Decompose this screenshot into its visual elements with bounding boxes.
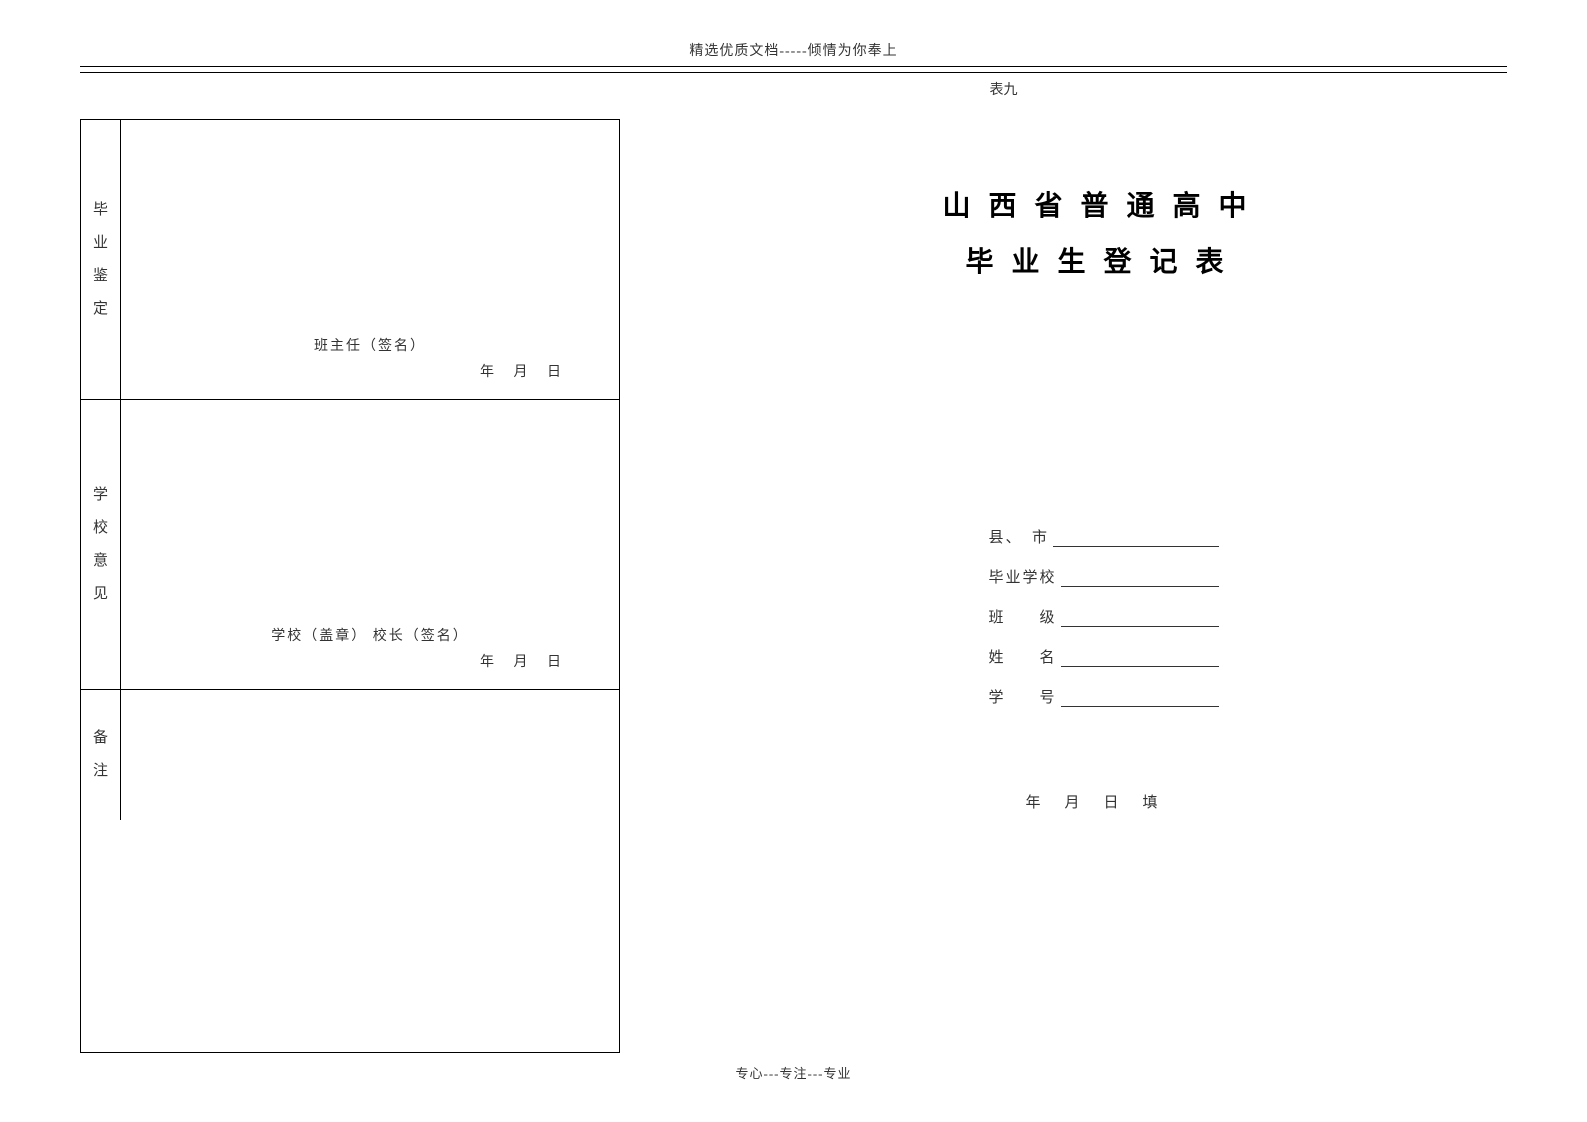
table-label: 表九	[500, 79, 1507, 99]
field-label-school: 毕业学校	[989, 566, 1057, 587]
field-underline[interactable]	[1061, 689, 1219, 707]
field-label-id: 学 号	[989, 686, 1057, 707]
title-line1: 山西省普通高中	[942, 179, 1264, 235]
info-fields: 县、 市 毕业学校 班 级 姓 名 学 号	[989, 521, 1219, 721]
field-underline[interactable]	[1061, 569, 1219, 587]
table-row-school: 学 校 意 见 学校（盖章） 校长（签名） 年 月 日	[81, 400, 619, 690]
date-line-school: 年 月 日	[151, 651, 589, 671]
label-char: 定	[93, 293, 108, 326]
row-content-school: 学校（盖章） 校长（签名） 年 月 日	[121, 400, 619, 689]
content-area: 毕 业 鉴 定 班主任（签名） 年 月 日 学 校 意	[80, 119, 1507, 1053]
field-underline[interactable]	[1061, 609, 1219, 627]
signature-teacher: 班主任（签名）	[151, 335, 589, 355]
header-text: 精选优质文档-----倾情为你奉上	[80, 40, 1507, 67]
fill-date: 年月日填	[1025, 791, 1181, 812]
info-row-name: 姓 名	[989, 641, 1219, 667]
date-line-graduation: 年 月 日	[151, 361, 589, 381]
title-block: 山西省普通高中 毕业生登记表	[942, 179, 1264, 291]
table-row-remarks: 备 注	[81, 690, 619, 820]
header-underline	[80, 71, 1507, 73]
footer-text: 专心---专注---专业	[80, 1063, 1507, 1082]
info-row-id: 学 号	[989, 681, 1219, 707]
right-column: 山西省普通高中 毕业生登记表 县、 市 毕业学校 班 级 姓 名	[700, 119, 1507, 1053]
row-label-graduation: 毕 业 鉴 定	[81, 120, 121, 399]
row-label-school: 学 校 意 见	[81, 400, 121, 689]
info-row-class: 班 级	[989, 601, 1219, 627]
label-char: 意	[93, 545, 108, 578]
title-line2: 毕业生登记表	[942, 235, 1264, 291]
signature-school: 学校（盖章） 校长（签名）	[151, 625, 589, 645]
info-row-county: 县、 市	[989, 521, 1219, 547]
row-label-remarks: 备 注	[81, 690, 121, 820]
label-char: 学	[93, 479, 108, 512]
field-underline[interactable]	[1061, 649, 1219, 667]
row-content-remarks	[121, 690, 619, 820]
field-underline[interactable]	[1053, 529, 1218, 547]
label-char: 校	[93, 512, 108, 545]
field-label-class: 班 级	[989, 606, 1057, 627]
label-char: 见	[93, 578, 108, 611]
label-char: 鉴	[93, 260, 108, 293]
info-row-school: 毕业学校	[989, 561, 1219, 587]
left-column: 毕 业 鉴 定 班主任（签名） 年 月 日 学 校 意	[80, 119, 620, 1053]
form-table: 毕 业 鉴 定 班主任（签名） 年 月 日 学 校 意	[80, 119, 620, 1053]
label-char: 注	[93, 755, 108, 788]
label-char: 业	[93, 227, 108, 260]
label-char: 备	[93, 722, 108, 755]
row-content-graduation: 班主任（签名） 年 月 日	[121, 120, 619, 399]
label-char: 毕	[93, 194, 108, 227]
field-label-name: 姓 名	[989, 646, 1057, 667]
field-label-county: 县、 市	[989, 526, 1050, 547]
table-row-graduation: 毕 业 鉴 定 班主任（签名） 年 月 日	[81, 120, 619, 400]
